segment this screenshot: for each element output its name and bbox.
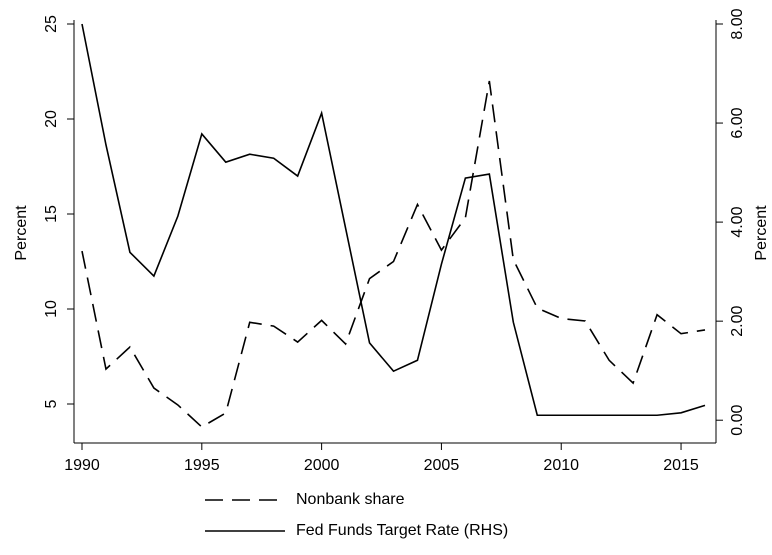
y2-tick-label: 0.00 [729, 405, 746, 436]
x-tick-label: 2010 [543, 457, 579, 474]
y-axis-label: Percent [13, 205, 30, 261]
data-line [81, 23, 706, 417]
x-tick-label: 1995 [184, 457, 220, 474]
legend-label: Nonbank share [296, 491, 405, 508]
y2-tick-label: 6.00 [729, 107, 746, 138]
y-tick-label: 25 [43, 15, 60, 33]
data-line [81, 80, 706, 428]
x-tick-label: 2015 [663, 457, 699, 474]
y-tick-label: 10 [43, 300, 60, 318]
y-tick-label: 15 [43, 205, 60, 223]
y2-axis-label: Percent [753, 205, 770, 261]
y2-tick-label: 8.00 [729, 8, 746, 39]
x-tick-label: 1990 [64, 457, 100, 474]
x-tick-label: 2000 [304, 457, 340, 474]
y-tick-label: 20 [43, 110, 60, 128]
y2-tick-label: 4.00 [729, 206, 746, 237]
y2-tick-label: 2.00 [729, 305, 746, 336]
legend-label: Fed Funds Target Rate (RHS) [296, 522, 508, 539]
y-tick-label: 5 [43, 399, 60, 408]
x-tick-label: 2005 [424, 457, 460, 474]
